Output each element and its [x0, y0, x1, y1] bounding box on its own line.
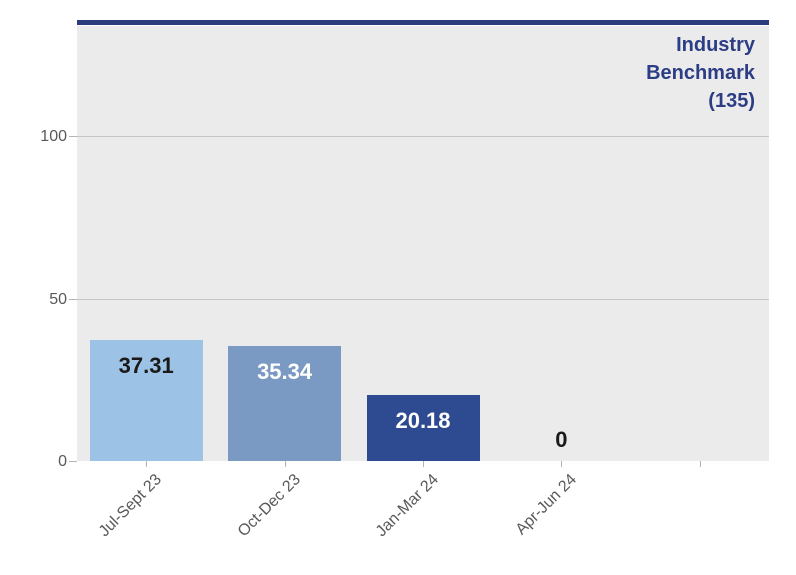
x-axis-tick: [423, 461, 424, 467]
x-axis-label: Jul-Sept 23: [95, 471, 166, 541]
benchmark-label: Industry Benchmark (135): [646, 31, 755, 115]
y-axis-tick: [69, 461, 77, 462]
bar-value-label: 35.34: [257, 359, 313, 385]
x-axis-tick: [699, 461, 701, 467]
y-axis-tick: [69, 136, 77, 137]
x-axis-label: Jan-Mar 24: [372, 471, 443, 541]
bar-oct-dec-23: [228, 346, 342, 461]
y-axis-tick: [69, 298, 77, 300]
x-axis-tick: [146, 461, 148, 467]
bar-value-label: 37.31: [118, 352, 174, 378]
y-axis-label: 100: [40, 128, 67, 145]
benchmark-label-line2: Benchmark: [646, 62, 755, 84]
y-axis-label: 0: [58, 453, 67, 470]
bar-value-label: 0: [555, 427, 568, 452]
benchmark-label-line3: (135): [708, 90, 755, 112]
bar-jan-mar-24: [366, 395, 480, 461]
x-axis-label: Apr-Jun 24: [513, 471, 581, 539]
y-axis-label: 50: [49, 290, 67, 308]
y-gridline: [77, 136, 769, 137]
benchmark-line: [77, 19, 769, 25]
y-gridline: [77, 298, 769, 300]
x-axis-label: Oct-Dec 23: [234, 471, 304, 541]
benchmark-label-line1: Industry: [676, 34, 755, 56]
x-axis-tick: [561, 461, 563, 467]
bar-value-label: 20.18: [395, 408, 451, 434]
bar-jul-sept-23: [89, 339, 203, 461]
x-axis-tick: [284, 461, 286, 467]
